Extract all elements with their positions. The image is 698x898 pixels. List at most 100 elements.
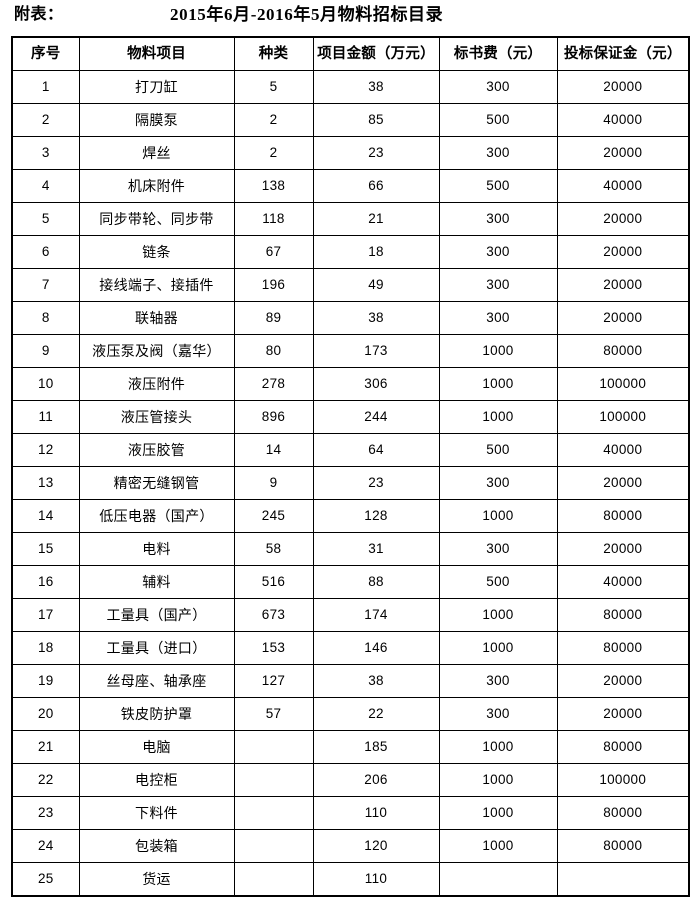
- cell-kind: 9: [233, 466, 314, 500]
- table-row: 15 电料 58 31 300 20000: [11, 532, 690, 566]
- cell-fee: 1000: [438, 598, 558, 632]
- table-row: 8 联轴器 89 38 300 20000: [11, 301, 690, 335]
- cell-kind: 67: [233, 235, 314, 269]
- cell-item: 电控柜: [78, 763, 235, 797]
- cell-no: 20: [11, 697, 80, 731]
- cell-kind: 196: [233, 268, 314, 302]
- cell-item: 接线端子、接插件: [78, 268, 235, 302]
- cell-deposit: 80000: [556, 796, 690, 830]
- cell-no: 12: [11, 433, 80, 467]
- cell-deposit: 100000: [556, 367, 690, 401]
- cell-kind: 138: [233, 169, 314, 203]
- cell-amount: 110: [312, 862, 440, 897]
- cell-deposit: 20000: [556, 664, 690, 698]
- cell-amount: 49: [312, 268, 440, 302]
- cell-deposit: 20000: [556, 70, 690, 104]
- cell-amount: 31: [312, 532, 440, 566]
- cell-deposit: 40000: [556, 565, 690, 599]
- cell-no: 15: [11, 532, 80, 566]
- table-row: 4 机床附件 138 66 500 40000: [11, 169, 690, 203]
- table-row: 25 货运 110: [11, 862, 690, 897]
- cell-amount: 38: [312, 70, 440, 104]
- cell-amount: 38: [312, 664, 440, 698]
- cell-item: 液压胶管: [78, 433, 235, 467]
- cell-item: 电料: [78, 532, 235, 566]
- cell-amount: 18: [312, 235, 440, 269]
- table-row: 2 隔膜泵 2 85 500 40000: [11, 103, 690, 137]
- cell-deposit: 20000: [556, 235, 690, 269]
- cell-item: 精密无缝钢管: [78, 466, 235, 500]
- cell-deposit: 80000: [556, 730, 690, 764]
- column-header-fee: 标书费（元）: [438, 36, 558, 71]
- cell-deposit: 40000: [556, 169, 690, 203]
- cell-kind: 80: [233, 334, 314, 368]
- table-body: 1 打刀缸 5 38 300 20000 2 隔膜泵 2 85 500 40000 3 焊丝 2 23 300 2…: [11, 70, 690, 897]
- cell-fee: 500: [438, 565, 558, 599]
- cell-kind: 89: [233, 301, 314, 335]
- cell-amount: 88: [312, 565, 440, 599]
- column-header-no: 序号: [11, 36, 80, 71]
- table-row: 1 打刀缸 5 38 300 20000: [11, 70, 690, 104]
- cell-item: 链条: [78, 235, 235, 269]
- table-row: 13 精密无缝钢管 9 23 300 20000: [11, 466, 690, 500]
- table-row: 5 同步带轮、同步带 118 21 300 20000: [11, 202, 690, 236]
- table-row: 16 辅料 516 88 500 40000: [11, 565, 690, 599]
- cell-kind: 127: [233, 664, 314, 698]
- header-row: 序号 物料项目 种类 项目金额（万元） 标书费（元） 投标保证金（元）: [11, 36, 690, 71]
- attachment-label: 附表：: [14, 6, 64, 23]
- cell-fee: 1000: [438, 400, 558, 434]
- cell-no: 7: [11, 268, 80, 302]
- cell-deposit: 80000: [556, 334, 690, 368]
- cell-item: 液压管接头: [78, 400, 235, 434]
- cell-amount: 38: [312, 301, 440, 335]
- cell-kind: 673: [233, 598, 314, 632]
- cell-item: 丝母座、轴承座: [78, 664, 235, 698]
- cell-deposit: 80000: [556, 631, 690, 665]
- cell-fee: 1000: [438, 631, 558, 665]
- cell-kind: 153: [233, 631, 314, 665]
- cell-amount: 206: [312, 763, 440, 797]
- table-row: 21 电脑 185 1000 80000: [11, 730, 690, 764]
- title-row: 附表： 2015年6月-2016年5月物料招标目录: [0, 0, 698, 34]
- cell-fee: 1000: [438, 730, 558, 764]
- material-bidding-catalog-table: 序号 物料项目 种类 项目金额（万元） 标书费（元） 投标保证金（元） 1 打刀缸…: [11, 36, 690, 897]
- cell-kind: 14: [233, 433, 314, 467]
- table-row: 18 工量具（进口） 153 146 1000 80000: [11, 631, 690, 665]
- cell-no: 16: [11, 565, 80, 599]
- cell-no: 4: [11, 169, 80, 203]
- cell-no: 23: [11, 796, 80, 830]
- cell-item: 工量具（国产）: [78, 598, 235, 632]
- cell-fee: 300: [438, 301, 558, 335]
- cell-fee: 300: [438, 70, 558, 104]
- cell-deposit: 20000: [556, 466, 690, 500]
- cell-no: 11: [11, 400, 80, 434]
- cell-deposit: 100000: [556, 763, 690, 797]
- cell-no: 8: [11, 301, 80, 335]
- cell-item: 低压电器（国产）: [78, 499, 235, 533]
- cell-fee: 1000: [438, 829, 558, 863]
- cell-fee: 300: [438, 202, 558, 236]
- cell-deposit: 20000: [556, 532, 690, 566]
- cell-no: 17: [11, 598, 80, 632]
- cell-deposit: 80000: [556, 598, 690, 632]
- table-row: 19 丝母座、轴承座 127 38 300 20000: [11, 664, 690, 698]
- cell-deposit: 20000: [556, 268, 690, 302]
- cell-no: 3: [11, 136, 80, 170]
- table-row: 11 液压管接头 896 244 1000 100000: [11, 400, 690, 434]
- table-row: 20 铁皮防护罩 57 22 300 20000: [11, 697, 690, 731]
- cell-no: 22: [11, 763, 80, 797]
- table-row: 9 液压泵及阀（嘉华） 80 173 1000 80000: [11, 334, 690, 368]
- cell-kind: 278: [233, 367, 314, 401]
- cell-item: 焊丝: [78, 136, 235, 170]
- cell-item: 打刀缸: [78, 70, 235, 104]
- table-row: 12 液压胶管 14 64 500 40000: [11, 433, 690, 467]
- cell-no: 13: [11, 466, 80, 500]
- cell-item: 机床附件: [78, 169, 235, 203]
- cell-amount: 64: [312, 433, 440, 467]
- cell-fee: 500: [438, 169, 558, 203]
- cell-item: 辅料: [78, 565, 235, 599]
- cell-no: 18: [11, 631, 80, 665]
- cell-item: 隔膜泵: [78, 103, 235, 137]
- cell-kind: 118: [233, 202, 314, 236]
- cell-no: 21: [11, 730, 80, 764]
